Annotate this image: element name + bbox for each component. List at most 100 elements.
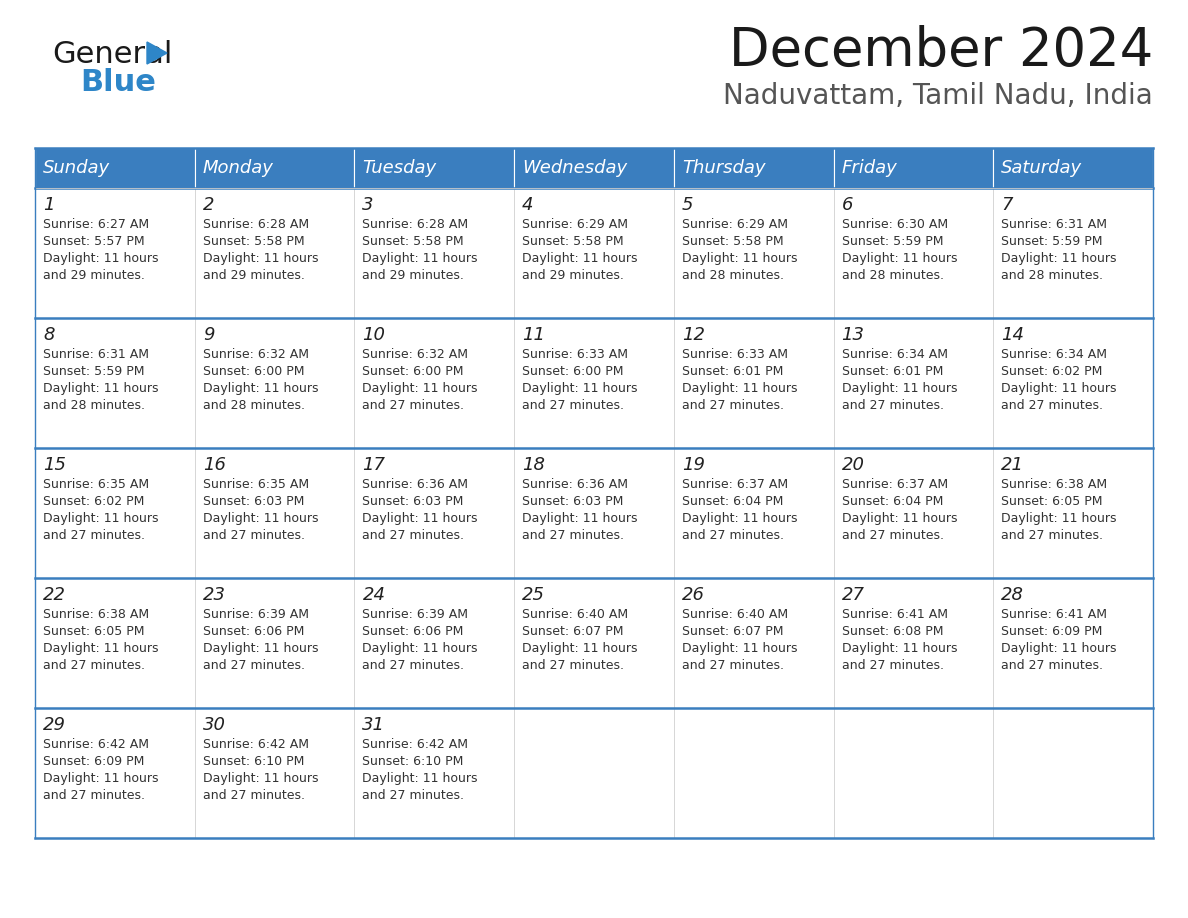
Text: Sunset: 6:09 PM: Sunset: 6:09 PM bbox=[43, 755, 145, 768]
Text: 28: 28 bbox=[1001, 586, 1024, 604]
Text: 12: 12 bbox=[682, 326, 704, 344]
Text: Sunset: 6:03 PM: Sunset: 6:03 PM bbox=[203, 495, 304, 508]
Text: Sunset: 6:00 PM: Sunset: 6:00 PM bbox=[203, 365, 304, 378]
Text: 5: 5 bbox=[682, 196, 694, 214]
Text: Daylight: 11 hours: Daylight: 11 hours bbox=[841, 382, 958, 395]
Text: 23: 23 bbox=[203, 586, 226, 604]
Text: Sunset: 6:04 PM: Sunset: 6:04 PM bbox=[841, 495, 943, 508]
Text: and 28 minutes.: and 28 minutes. bbox=[203, 399, 304, 412]
Text: Sunrise: 6:35 AM: Sunrise: 6:35 AM bbox=[203, 478, 309, 491]
Text: Daylight: 11 hours: Daylight: 11 hours bbox=[1001, 382, 1117, 395]
Text: Sunrise: 6:39 AM: Sunrise: 6:39 AM bbox=[362, 608, 468, 621]
Text: 11: 11 bbox=[523, 326, 545, 344]
Bar bbox=[195, 318, 354, 448]
Text: Sunrise: 6:33 AM: Sunrise: 6:33 AM bbox=[523, 348, 628, 361]
Bar bbox=[195, 148, 354, 188]
Text: 21: 21 bbox=[1001, 456, 1024, 474]
Text: Sunset: 6:05 PM: Sunset: 6:05 PM bbox=[43, 625, 145, 638]
Text: Sunrise: 6:38 AM: Sunrise: 6:38 AM bbox=[1001, 478, 1107, 491]
Bar bbox=[674, 448, 834, 578]
Text: 30: 30 bbox=[203, 716, 226, 734]
Text: and 29 minutes.: and 29 minutes. bbox=[523, 269, 624, 282]
Text: Sunset: 5:57 PM: Sunset: 5:57 PM bbox=[43, 235, 145, 248]
Text: Daylight: 11 hours: Daylight: 11 hours bbox=[841, 512, 958, 525]
Text: Friday: Friday bbox=[841, 159, 897, 177]
Text: Sunset: 5:58 PM: Sunset: 5:58 PM bbox=[362, 235, 465, 248]
Text: Daylight: 11 hours: Daylight: 11 hours bbox=[523, 642, 638, 655]
Text: Daylight: 11 hours: Daylight: 11 hours bbox=[362, 642, 478, 655]
Text: Sunrise: 6:37 AM: Sunrise: 6:37 AM bbox=[841, 478, 948, 491]
Text: Sunset: 5:58 PM: Sunset: 5:58 PM bbox=[523, 235, 624, 248]
Text: December 2024: December 2024 bbox=[728, 25, 1154, 77]
Text: 4: 4 bbox=[523, 196, 533, 214]
Text: and 27 minutes.: and 27 minutes. bbox=[362, 659, 465, 672]
Bar bbox=[514, 448, 674, 578]
Bar bbox=[354, 318, 514, 448]
Text: Sunrise: 6:29 AM: Sunrise: 6:29 AM bbox=[523, 218, 628, 231]
Text: Daylight: 11 hours: Daylight: 11 hours bbox=[43, 252, 158, 265]
Text: Daylight: 11 hours: Daylight: 11 hours bbox=[841, 252, 958, 265]
Bar bbox=[834, 708, 993, 838]
Text: Sunset: 6:00 PM: Sunset: 6:00 PM bbox=[523, 365, 624, 378]
Text: and 28 minutes.: and 28 minutes. bbox=[43, 399, 145, 412]
Text: Sunset: 5:59 PM: Sunset: 5:59 PM bbox=[841, 235, 943, 248]
Text: Daylight: 11 hours: Daylight: 11 hours bbox=[362, 382, 478, 395]
Text: Sunset: 6:08 PM: Sunset: 6:08 PM bbox=[841, 625, 943, 638]
Text: Sunrise: 6:42 AM: Sunrise: 6:42 AM bbox=[203, 738, 309, 751]
Text: Sunset: 6:00 PM: Sunset: 6:00 PM bbox=[362, 365, 465, 378]
Bar bbox=[34, 708, 195, 838]
Text: Sunrise: 6:33 AM: Sunrise: 6:33 AM bbox=[682, 348, 788, 361]
Text: Sunset: 6:03 PM: Sunset: 6:03 PM bbox=[523, 495, 624, 508]
Bar bbox=[34, 318, 195, 448]
Text: 19: 19 bbox=[682, 456, 704, 474]
Text: and 29 minutes.: and 29 minutes. bbox=[43, 269, 145, 282]
Text: 31: 31 bbox=[362, 716, 385, 734]
Text: Sunset: 6:09 PM: Sunset: 6:09 PM bbox=[1001, 625, 1102, 638]
Text: Sunset: 6:10 PM: Sunset: 6:10 PM bbox=[362, 755, 463, 768]
Bar bbox=[34, 188, 195, 318]
Text: 10: 10 bbox=[362, 326, 385, 344]
Text: and 27 minutes.: and 27 minutes. bbox=[362, 529, 465, 542]
Text: 2: 2 bbox=[203, 196, 214, 214]
Bar bbox=[993, 578, 1154, 708]
Text: Sunrise: 6:41 AM: Sunrise: 6:41 AM bbox=[1001, 608, 1107, 621]
Text: Daylight: 11 hours: Daylight: 11 hours bbox=[682, 512, 797, 525]
Text: and 27 minutes.: and 27 minutes. bbox=[43, 529, 145, 542]
Text: and 27 minutes.: and 27 minutes. bbox=[523, 399, 624, 412]
Text: Daylight: 11 hours: Daylight: 11 hours bbox=[682, 642, 797, 655]
Bar bbox=[195, 188, 354, 318]
Text: Sunrise: 6:31 AM: Sunrise: 6:31 AM bbox=[1001, 218, 1107, 231]
Text: and 27 minutes.: and 27 minutes. bbox=[1001, 399, 1104, 412]
Text: Daylight: 11 hours: Daylight: 11 hours bbox=[203, 252, 318, 265]
Bar bbox=[354, 448, 514, 578]
Text: Daylight: 11 hours: Daylight: 11 hours bbox=[523, 252, 638, 265]
Text: Daylight: 11 hours: Daylight: 11 hours bbox=[362, 512, 478, 525]
Bar bbox=[354, 148, 514, 188]
Text: and 28 minutes.: and 28 minutes. bbox=[1001, 269, 1104, 282]
Text: and 27 minutes.: and 27 minutes. bbox=[203, 659, 304, 672]
Text: and 29 minutes.: and 29 minutes. bbox=[203, 269, 304, 282]
Text: 14: 14 bbox=[1001, 326, 1024, 344]
Text: and 28 minutes.: and 28 minutes. bbox=[682, 269, 784, 282]
Text: Naduvattam, Tamil Nadu, India: Naduvattam, Tamil Nadu, India bbox=[723, 82, 1154, 110]
Text: 22: 22 bbox=[43, 586, 67, 604]
Text: Sunset: 6:02 PM: Sunset: 6:02 PM bbox=[1001, 365, 1102, 378]
Text: Daylight: 11 hours: Daylight: 11 hours bbox=[1001, 252, 1117, 265]
Text: and 27 minutes.: and 27 minutes. bbox=[523, 659, 624, 672]
Text: 16: 16 bbox=[203, 456, 226, 474]
Text: Sunset: 5:59 PM: Sunset: 5:59 PM bbox=[43, 365, 145, 378]
Bar bbox=[674, 708, 834, 838]
Text: 6: 6 bbox=[841, 196, 853, 214]
Bar bbox=[514, 578, 674, 708]
Text: 7: 7 bbox=[1001, 196, 1013, 214]
Text: General: General bbox=[52, 40, 172, 69]
Bar bbox=[34, 578, 195, 708]
Text: Daylight: 11 hours: Daylight: 11 hours bbox=[43, 772, 158, 785]
Text: Daylight: 11 hours: Daylight: 11 hours bbox=[682, 252, 797, 265]
Text: Sunset: 5:58 PM: Sunset: 5:58 PM bbox=[203, 235, 304, 248]
Text: and 27 minutes.: and 27 minutes. bbox=[682, 529, 784, 542]
Text: 17: 17 bbox=[362, 456, 385, 474]
Bar bbox=[195, 578, 354, 708]
Text: Sunrise: 6:39 AM: Sunrise: 6:39 AM bbox=[203, 608, 309, 621]
Text: Daylight: 11 hours: Daylight: 11 hours bbox=[841, 642, 958, 655]
